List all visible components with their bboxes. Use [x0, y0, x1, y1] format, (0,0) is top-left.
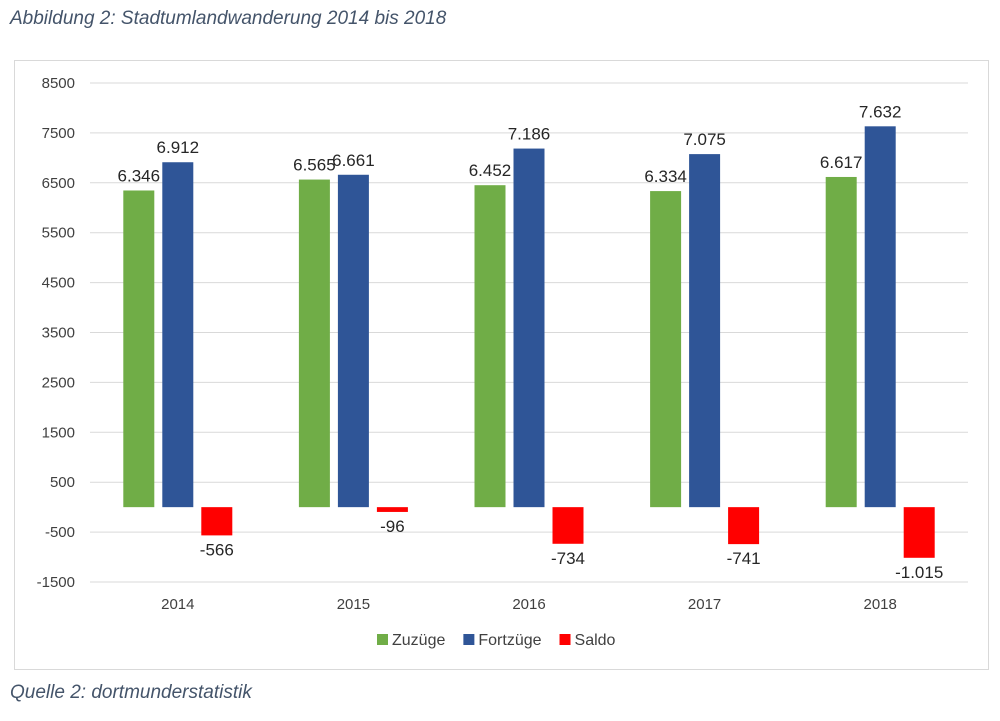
- data-label: -734: [551, 549, 585, 568]
- data-label: 6.452: [469, 161, 512, 180]
- legend-label: Zuzüge: [392, 632, 445, 649]
- y-axis-ticks: 8500 7500 6500 5500 4500 3500 2500 1500 500 -500 -…: [37, 75, 75, 591]
- bar-fortzüge-2017: [689, 154, 721, 508]
- y-tick-label: 500: [50, 474, 75, 491]
- bar-zuzüge-2016: [474, 185, 506, 508]
- legend-swatch-zuzüge: [377, 634, 388, 645]
- legend-swatch-saldo: [559, 634, 571, 645]
- bar-chart: 8500 7500 6500 5500 4500 3500 2500 1500 500 -500 -…: [37, 75, 968, 649]
- bar-zuzüge-2015: [298, 179, 330, 508]
- bar-saldo-2015: [376, 507, 408, 512]
- legend-swatch-fortzüge: [463, 634, 475, 645]
- bar-fortzüge-2014: [162, 162, 194, 508]
- bar-zuzüge-2017: [650, 191, 682, 508]
- figure-caption: Abbildung 2: Stadtumlandwanderung 2014 b…: [10, 8, 447, 29]
- source-caption: Quelle 2: dortmunderstatistik: [10, 682, 252, 703]
- bar-saldo-2016: [552, 507, 584, 544]
- bar-fortzüge-2016: [513, 148, 545, 508]
- data-label: 6.346: [118, 166, 161, 185]
- x-tick-label: 2016: [512, 596, 545, 613]
- data-label: -1.015: [895, 563, 943, 582]
- y-tick-label: 8500: [42, 75, 75, 92]
- data-label: 6.565: [293, 156, 336, 175]
- chart-frame: 8500 7500 6500 5500 4500 3500 2500 1500 500 -500 -…: [14, 60, 989, 670]
- data-label: 7.632: [859, 102, 902, 121]
- bar-saldo-2018: [903, 507, 935, 558]
- x-axis-ticks: 2014 2015 2016 2017 2018: [161, 596, 897, 613]
- y-tick-label: 2500: [42, 374, 75, 391]
- y-tick-label: 3500: [42, 325, 75, 342]
- legend: Zuzüge Fortzüge Saldo: [377, 632, 616, 649]
- bar-fortzüge-2015: [337, 174, 369, 508]
- bars: [123, 126, 935, 558]
- data-label: -741: [727, 549, 761, 568]
- y-tick-label: 7500: [42, 125, 75, 142]
- bar-zuzüge-2014: [123, 190, 155, 508]
- y-tick-label: 1500: [42, 424, 75, 441]
- data-label: 6.661: [332, 151, 375, 170]
- bar-saldo-2017: [728, 507, 760, 545]
- data-label: 7.186: [508, 125, 551, 144]
- x-tick-label: 2018: [864, 596, 897, 613]
- data-label: 6.912: [157, 138, 200, 157]
- x-tick-label: 2017: [688, 596, 721, 613]
- y-tick-label: -1500: [37, 574, 75, 591]
- y-tick-label: 6500: [42, 175, 75, 192]
- data-label: 7.075: [683, 130, 726, 149]
- y-tick-label: 4500: [42, 275, 75, 292]
- bar-saldo-2014: [201, 507, 233, 536]
- data-label: 6.334: [644, 167, 687, 186]
- y-tick-label: -500: [45, 524, 75, 541]
- legend-label: Fortzüge: [478, 632, 541, 649]
- x-tick-label: 2014: [161, 596, 194, 613]
- bar-zuzüge-2018: [825, 176, 857, 508]
- x-tick-label: 2015: [337, 596, 370, 613]
- legend-label: Saldo: [575, 632, 616, 649]
- data-label: -96: [380, 517, 405, 536]
- data-label: 6.617: [820, 153, 863, 172]
- y-tick-label: 5500: [42, 225, 75, 242]
- bar-fortzüge-2018: [864, 126, 896, 508]
- data-label: -566: [200, 540, 234, 559]
